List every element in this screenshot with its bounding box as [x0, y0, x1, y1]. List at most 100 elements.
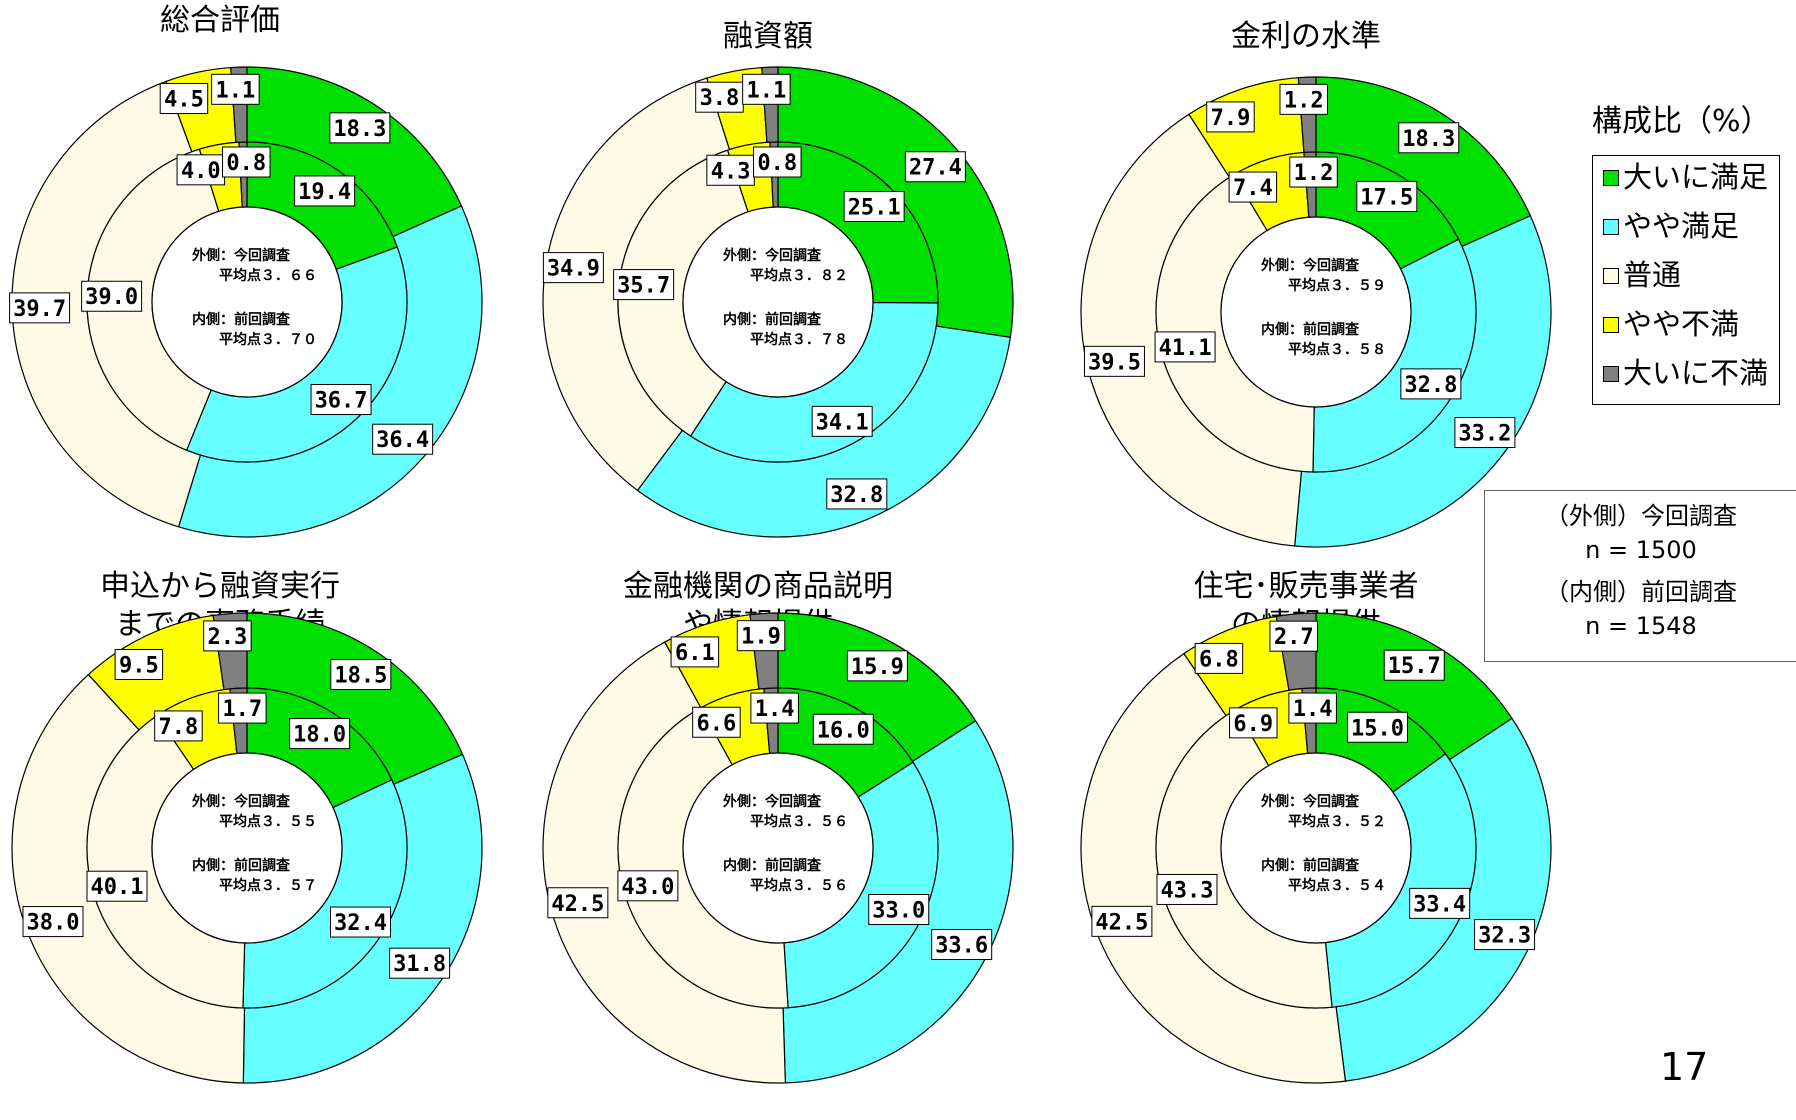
donut-center-1	[151, 206, 343, 398]
inner-label-6-3-text: 43.3	[1161, 878, 1214, 903]
page-number: 17	[1660, 1045, 1709, 1089]
outer-label-1-2: 36.4	[372, 423, 434, 455]
inner-label-5-1-text: 16.0	[817, 718, 870, 743]
inner-label-2-2: 34.1	[811, 405, 873, 437]
center-note-3-3: 内側：前回調査	[1261, 321, 1360, 338]
inner-label-6-4-box	[1229, 707, 1278, 739]
legend-item-neutral: 普通	[1603, 258, 1681, 292]
center-note-5-1: 外側：今回調査	[723, 793, 822, 810]
inner-label-1-3: 39.0	[81, 280, 143, 312]
outer-label-2-4-box	[695, 81, 744, 113]
inner-label-4-4: 7.8	[154, 710, 203, 742]
inner-label-6-3: 43.3	[1156, 873, 1218, 905]
legend-item-very-satisfied: 大いに満足	[1603, 160, 1768, 194]
inner-label-2-1: 25.1	[843, 190, 905, 222]
donut-chart-2: 27.4 32.8 34.9 3.8 1.1 25.1 34.1 35.7 4.3 0.8 外側：今…	[542, 66, 1014, 538]
inner-label-3-5-box	[1289, 156, 1338, 188]
outer-label-6-3-box	[1091, 905, 1153, 937]
inner-label-4-4-box	[154, 710, 203, 742]
inner-label-1-5-text: 0.8	[226, 151, 266, 176]
outer-label-4-5: 2.3	[203, 620, 252, 652]
outer-label-5-5-text: 1.9	[741, 625, 781, 650]
outer-label-2-1-text: 27.4	[909, 156, 962, 181]
inner-label-3-1: 17.5	[1356, 180, 1418, 212]
inner-label-3-1-box	[1356, 180, 1418, 212]
outer-label-4-3-text: 38.0	[26, 911, 79, 936]
inner-label-5-5: 1.4	[750, 692, 799, 724]
outer-label-2-5: 1.1	[742, 73, 791, 105]
inner-label-5-4-text: 6.6	[697, 711, 737, 736]
inner-survey-n: n = 1548	[1585, 612, 1697, 640]
inner-label-3-3: 41.1	[1154, 331, 1216, 363]
outer-label-3-4: 7.9	[1206, 101, 1255, 133]
inner-label-5-5-text: 1.4	[755, 697, 795, 722]
inner-label-6-5-text: 1.4	[1293, 697, 1333, 722]
center-note-6-4: 平均点３．５４	[1288, 877, 1386, 894]
center-note-4-1: 外側：今回調査	[192, 793, 291, 810]
outer-label-6-4: 6.8	[1194, 642, 1244, 674]
outer-label-1-5: 1.1	[211, 73, 260, 105]
inner-label-5-3: 43.0	[617, 870, 679, 902]
outer-label-6-3: 42.5	[1091, 905, 1153, 937]
outer-label-3-5-box	[1279, 83, 1328, 115]
chart-title-3: 金利の水準	[1231, 19, 1381, 54]
center-note-1-3: 内側：前回調査	[192, 311, 291, 328]
donut-chart-1: 18.3 36.4 39.7 4.5 1.1 19.4 36.7 39.0 4.0 0.8 外側：今…	[9, 66, 483, 538]
legend: 大いに満足 やや満足 普通 やや不満 大いに不満	[1592, 155, 1780, 405]
inner-label-1-2-text: 36.7	[315, 389, 368, 414]
inner-label-3-3-box	[1154, 331, 1216, 363]
outer-label-6-4-text: 6.8	[1199, 647, 1239, 672]
outer-label-2-2-text: 32.8	[830, 483, 883, 508]
inner-label-3-2-box	[1400, 368, 1462, 400]
inner-label-6-3-box	[1156, 873, 1218, 905]
inner-label-4-3-text: 40.1	[91, 875, 144, 900]
chart-title-2: 融資額	[723, 19, 813, 54]
donut-chart-3: 18.3 33.2 39.5 7.9 1.2 17.5 32.8 41.1 7.4 1.2 外側：今…	[1080, 76, 1552, 548]
outer-label-4-4: 9.5	[114, 648, 164, 680]
inner-label-4-4-text: 7.8	[159, 715, 199, 740]
inner-label-5-3-box	[617, 870, 679, 902]
inner-label-2-3-text: 35.7	[617, 274, 670, 299]
inner-label-4-5: 1.7	[218, 692, 267, 724]
outer-label-4-4-text: 9.5	[119, 653, 159, 678]
inner-label-6-5: 1.4	[1288, 692, 1337, 724]
inner-label-4-1-text: 18.0	[293, 723, 346, 748]
center-note-3-1: 外側：今回調査	[1261, 257, 1360, 274]
outer-label-4-1-box	[330, 659, 392, 691]
center-note-4-3: 内側：前回調査	[192, 857, 291, 874]
outer-label-2-1: 27.4	[904, 151, 966, 183]
center-note-5-3: 内側：前回調査	[723, 857, 822, 874]
outer-label-5-1-box	[846, 650, 908, 682]
inner-label-1-1: 19.4	[294, 175, 356, 207]
inner-label-1-4-text: 4.0	[181, 159, 221, 184]
inner-label-5-4: 6.6	[692, 706, 741, 738]
inner-label-6-4-text: 6.9	[1233, 712, 1273, 737]
inner-label-5-2-text: 33.0	[872, 899, 925, 924]
outer-label-2-3-text: 34.9	[547, 257, 600, 282]
outer-label-4-5-box	[203, 620, 252, 652]
outer-label-3-4-box	[1206, 101, 1255, 133]
outer-survey-n: n = 1500	[1585, 536, 1697, 564]
inner-label-2-3-box	[613, 269, 675, 301]
outer-label-6-5-text: 2.7	[1274, 625, 1314, 650]
legend-swatch	[1603, 366, 1619, 382]
inner-label-2-5: 0.8	[753, 146, 802, 178]
legend-swatch	[1603, 170, 1619, 186]
outer-label-6-1-box	[1383, 649, 1445, 681]
inner-label-6-1: 15.0	[1347, 711, 1409, 743]
outer-label-3-1-box	[1398, 122, 1460, 154]
inner-label-5-1-box	[812, 713, 874, 745]
outer-label-1-2-box	[372, 423, 434, 455]
outer-label-4-1: 18.5	[330, 659, 392, 691]
inner-label-1-1-text: 19.4	[298, 180, 351, 205]
inner-label-3-2: 32.8	[1400, 368, 1462, 400]
inner-label-1-3-box	[81, 280, 143, 312]
inner-label-2-5-box	[753, 146, 802, 178]
outer-label-4-3: 38.0	[22, 906, 84, 938]
outer-label-3-3-box	[1083, 345, 1145, 377]
inner-label-3-2-text: 32.8	[1404, 373, 1457, 398]
outer-label-6-1: 15.7	[1383, 649, 1445, 681]
outer-label-3-3-text: 39.5	[1088, 350, 1141, 375]
inner-label-3-1-text: 17.5	[1360, 185, 1413, 210]
outer-label-5-5-box	[736, 620, 786, 652]
